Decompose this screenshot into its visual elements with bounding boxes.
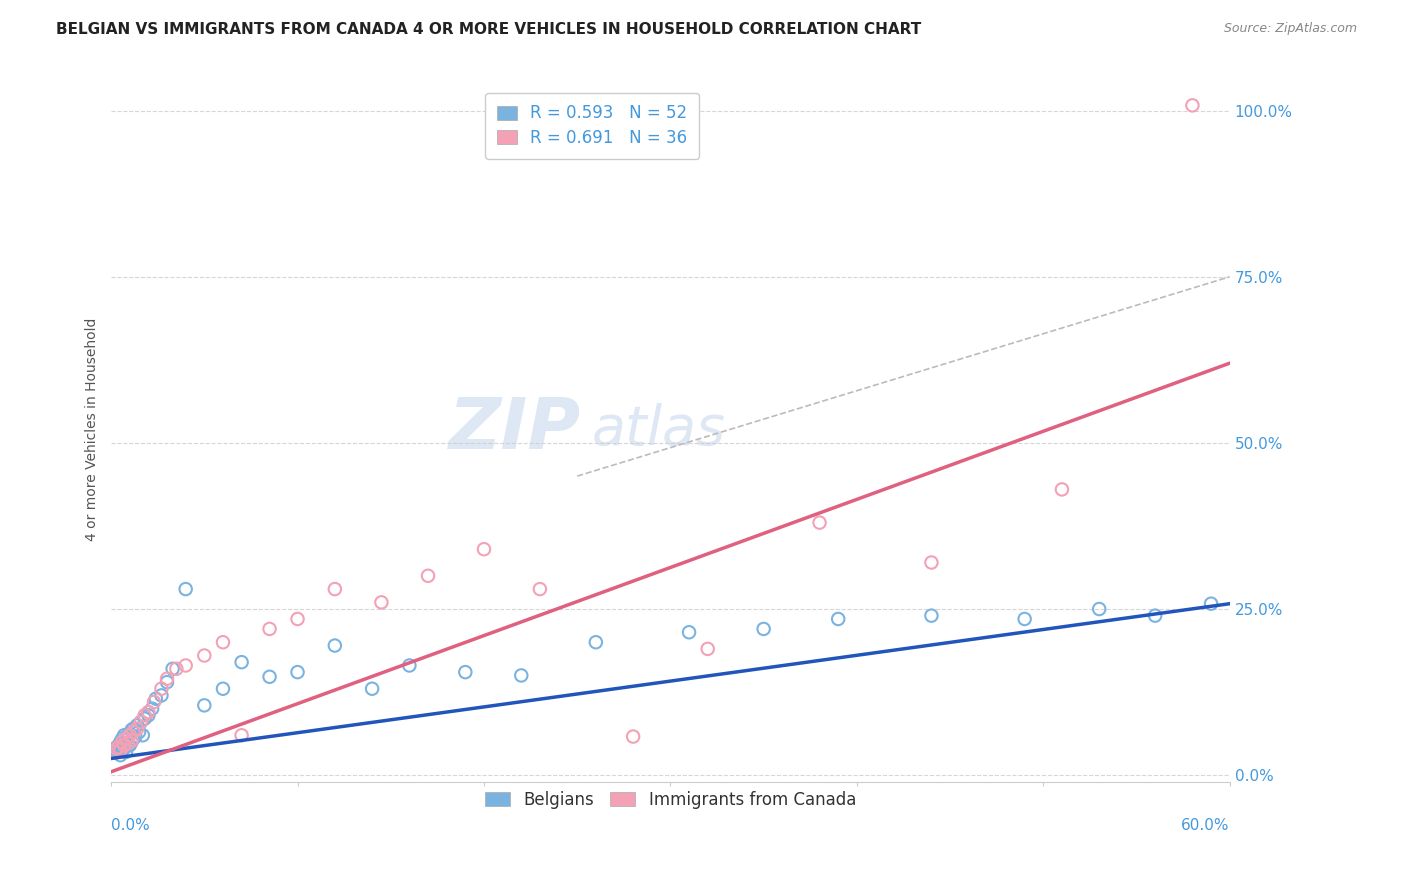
Point — [112, 738, 135, 752]
Point — [112, 728, 135, 742]
Point — [143, 695, 166, 709]
Point — [110, 743, 132, 757]
Point — [110, 748, 132, 763]
Point — [323, 639, 346, 653]
Point — [105, 741, 128, 756]
Point — [287, 612, 309, 626]
Legend: Belgians, Immigrants from Canada: Belgians, Immigrants from Canada — [478, 784, 863, 815]
Point — [231, 655, 253, 669]
Point — [118, 727, 141, 741]
Point — [111, 743, 134, 757]
Point — [510, 668, 533, 682]
Point — [111, 735, 134, 749]
Text: ZIP: ZIP — [449, 395, 581, 464]
Point — [121, 733, 143, 747]
Point — [104, 741, 127, 756]
Text: Source: ZipAtlas.com: Source: ZipAtlas.com — [1223, 22, 1357, 36]
Point — [174, 582, 197, 596]
Point — [117, 728, 139, 742]
Point — [117, 736, 139, 750]
Point — [1088, 602, 1111, 616]
Point — [138, 708, 160, 723]
Point — [1199, 597, 1222, 611]
Point — [370, 595, 392, 609]
Point — [162, 662, 184, 676]
Point — [165, 662, 187, 676]
Point — [361, 681, 384, 696]
Point — [117, 736, 139, 750]
Point — [150, 681, 173, 696]
Point — [156, 672, 179, 686]
Point — [124, 730, 146, 744]
Point — [920, 556, 942, 570]
Point — [122, 722, 145, 736]
Point — [112, 741, 135, 756]
Point — [1050, 483, 1073, 497]
Point — [145, 691, 167, 706]
Point — [323, 582, 346, 596]
Point — [121, 723, 143, 737]
Point — [621, 730, 644, 744]
Point — [134, 712, 156, 726]
Point — [259, 670, 281, 684]
Point — [115, 731, 138, 746]
Point — [1014, 612, 1036, 626]
Point — [827, 612, 849, 626]
Text: 0.0%: 0.0% — [111, 818, 150, 833]
Point — [920, 608, 942, 623]
Point — [696, 641, 718, 656]
Point — [259, 622, 281, 636]
Point — [678, 625, 700, 640]
Point — [110, 735, 132, 749]
Point — [122, 725, 145, 739]
Point — [231, 728, 253, 742]
Point — [122, 731, 145, 746]
Point — [129, 714, 152, 729]
Text: 60.0%: 60.0% — [1181, 818, 1230, 833]
Point — [115, 731, 138, 746]
Point — [193, 698, 215, 713]
Point — [212, 681, 235, 696]
Point — [398, 658, 420, 673]
Text: BELGIAN VS IMMIGRANTS FROM CANADA 4 OR MORE VEHICLES IN HOUSEHOLD CORRELATION CH: BELGIAN VS IMMIGRANTS FROM CANADA 4 OR M… — [56, 22, 921, 37]
Point — [105, 745, 128, 759]
Point — [752, 622, 775, 636]
Point — [127, 722, 149, 736]
Point — [529, 582, 551, 596]
Point — [174, 658, 197, 673]
Point — [107, 743, 129, 757]
Point — [128, 725, 150, 739]
Point — [212, 635, 235, 649]
Point — [156, 675, 179, 690]
Point — [138, 705, 160, 719]
Y-axis label: 4 or more Vehicles in Household: 4 or more Vehicles in Household — [86, 318, 100, 541]
Point — [287, 665, 309, 680]
Point — [111, 731, 134, 746]
Point — [107, 740, 129, 755]
Point — [416, 568, 439, 582]
Point — [118, 728, 141, 742]
Text: atlas: atlas — [592, 403, 725, 456]
Point — [104, 745, 127, 759]
Point — [107, 738, 129, 752]
Point — [1181, 98, 1204, 112]
Point — [141, 701, 163, 715]
Point — [132, 728, 155, 742]
Point — [454, 665, 477, 680]
Point — [193, 648, 215, 663]
Point — [118, 738, 141, 752]
Point — [127, 718, 149, 732]
Point — [808, 516, 831, 530]
Point — [585, 635, 607, 649]
Point — [129, 714, 152, 729]
Point — [134, 708, 156, 723]
Point — [121, 735, 143, 749]
Point — [472, 542, 495, 557]
Point — [150, 689, 173, 703]
Point — [1144, 608, 1167, 623]
Point — [115, 745, 138, 759]
